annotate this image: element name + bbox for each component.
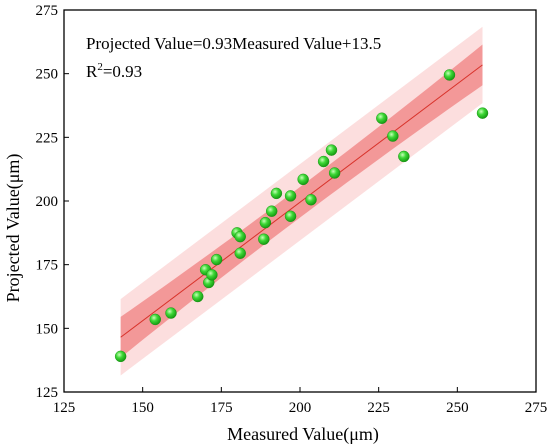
fit-line-group xyxy=(120,64,483,338)
regression-equation: Projected Value=0.93Measured Value+13.5 xyxy=(86,34,381,53)
y-tick-label: 250 xyxy=(36,67,59,83)
x-tick-label: 250 xyxy=(446,400,469,416)
y-tick-label: 150 xyxy=(36,321,59,337)
x-axis: 125 150 175 200 225 250 275 xyxy=(53,387,548,416)
data-point xyxy=(387,130,399,142)
data-point xyxy=(270,187,283,200)
data-point xyxy=(234,247,246,259)
data-point xyxy=(305,194,317,206)
y-axis-label: Projected Value(μm) xyxy=(3,154,24,303)
data-point xyxy=(192,290,204,303)
data-point xyxy=(376,112,388,124)
y-tick-label: 275 xyxy=(36,3,59,19)
r-squared-superscript: 2 xyxy=(97,61,103,73)
data-point xyxy=(210,253,223,266)
x-tick-label: 175 xyxy=(210,400,233,416)
x-tick-label: 225 xyxy=(367,400,390,416)
data-point xyxy=(328,167,341,179)
r-squared-annotation: R2=0.93 xyxy=(86,61,142,81)
data-point xyxy=(297,173,309,186)
data-point xyxy=(325,144,338,156)
y-tick-label: 175 xyxy=(36,258,59,274)
data-points xyxy=(114,69,489,363)
r-squared-value: =0.93 xyxy=(103,62,142,81)
y-tick-label: 125 xyxy=(36,385,59,401)
data-point xyxy=(114,350,127,363)
x-tick-label: 275 xyxy=(525,400,548,416)
x-tick-label: 125 xyxy=(53,400,76,416)
r-squared-symbol: R xyxy=(86,62,98,81)
data-point xyxy=(265,205,278,217)
y-axis: 125 150 175 200 225 250 275 xyxy=(36,3,69,401)
data-point xyxy=(149,313,161,326)
y-tick-label: 225 xyxy=(36,130,59,146)
data-point xyxy=(317,155,330,168)
data-point xyxy=(234,230,246,243)
data-point xyxy=(206,269,218,281)
data-point xyxy=(443,69,456,81)
data-point xyxy=(476,107,489,119)
x-tick-label: 200 xyxy=(289,400,312,416)
x-axis-label: Measured Value(μm) xyxy=(227,424,379,445)
data-point xyxy=(398,150,410,163)
data-point xyxy=(258,233,270,245)
data-point xyxy=(284,210,297,222)
data-point xyxy=(165,307,177,319)
x-tick-label: 150 xyxy=(131,400,154,416)
data-point xyxy=(259,216,272,229)
fit-line xyxy=(120,64,483,338)
data-point xyxy=(284,190,297,202)
y-tick-label: 200 xyxy=(36,194,59,210)
